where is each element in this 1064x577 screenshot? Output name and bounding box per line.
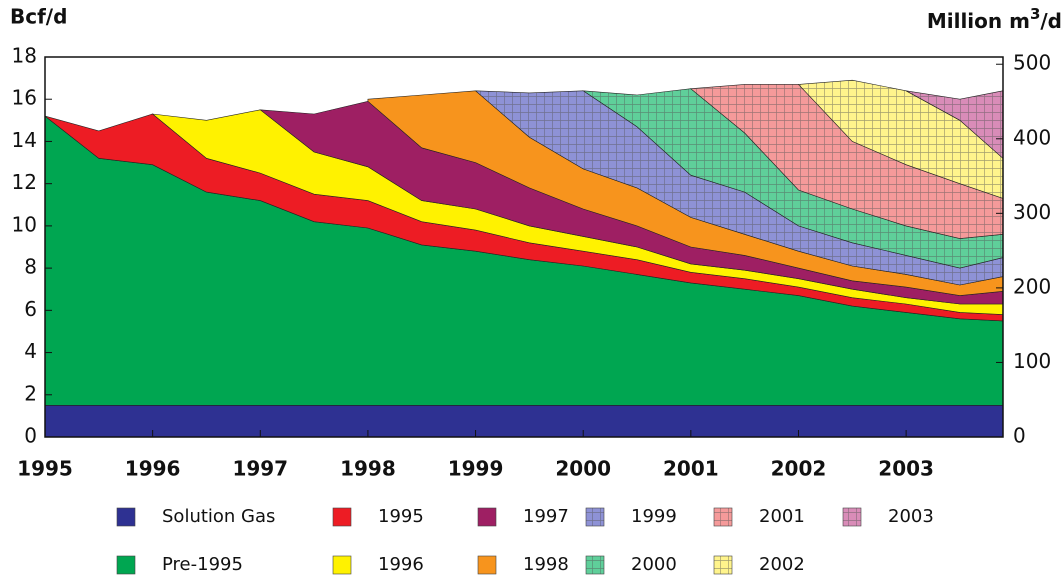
y2-label-suffix: /d [1040,9,1062,33]
x-tick-label: 2002 [771,457,827,481]
legend-label: 1998 [523,554,569,575]
y2-tick-label: 200 [1013,274,1051,298]
y-tick-label: 4 [24,339,37,363]
legend-swatch [332,507,352,527]
y-axis-label: Bcf/d [10,5,67,29]
legend-label: 1999 [631,506,677,527]
legend-swatch [585,507,605,527]
y2-tick-label: 100 [1013,349,1051,373]
x-tick-label: 1999 [448,457,504,481]
x-tick-label: 1996 [125,457,181,481]
x-tick-label: 1995 [17,457,73,481]
legend-label: 1996 [378,554,424,575]
x-tick-label: 2000 [555,457,611,481]
legend-label: 2002 [759,554,805,575]
area [44,405,1004,438]
legend-label: 2001 [759,506,805,527]
y2-label-text: Million m [927,9,1030,33]
y-tick-label: 18 [12,44,37,68]
y-tick-label: 8 [24,255,37,279]
y2-tick-label: 300 [1013,200,1051,224]
legend-label: 1995 [378,506,424,527]
y-tick-label: 6 [24,297,37,321]
legend-label: Solution Gas [162,506,275,527]
y2-axis-label: Million m3/d [927,5,1062,33]
x-tick-label: 2001 [663,457,719,481]
legend-label: 2003 [888,506,934,527]
x-tick-label: 1998 [340,457,396,481]
y-tick-label: 16 [12,86,37,110]
legend-swatch [713,555,733,575]
y-tick-label: 0 [24,424,37,448]
y-tick-label: 2 [24,381,37,405]
y-tick-label: 12 [12,170,37,194]
legend-label: 1997 [523,506,569,527]
legend-swatch [713,507,733,527]
y-tick-label: 10 [12,212,37,236]
y2-tick-label: 500 [1013,51,1051,75]
y2-tick-label: 400 [1013,125,1051,149]
legend-label: 2000 [631,554,677,575]
x-tick-label: 1997 [232,457,288,481]
legend-swatch [332,555,352,575]
legend-swatch [477,555,497,575]
y2-tick-label: 0 [1013,424,1026,448]
x-tick-label: 2003 [878,457,934,481]
legend-swatch [585,555,605,575]
y-tick-label: 14 [12,128,37,152]
legend-swatch [477,507,497,527]
legend-label: Pre-1995 [162,554,243,575]
legend-swatch [842,507,862,527]
legend-swatch [116,555,136,575]
legend-swatch [116,507,136,527]
plot-frame [44,56,1004,438]
y2-label-sup: 3 [1030,5,1040,23]
